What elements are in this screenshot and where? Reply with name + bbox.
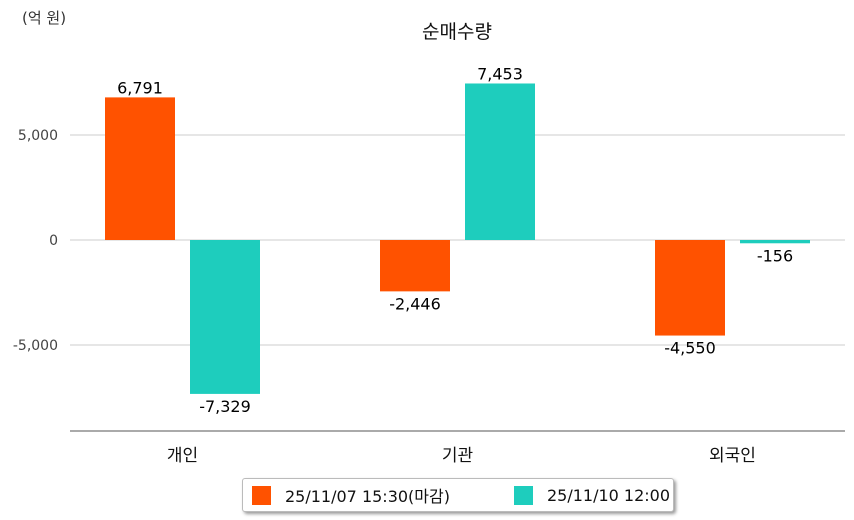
legend-item-series-1[interactable]: 25/11/07 15:30(마감) — [252, 483, 450, 507]
chart-title: 순매수량 — [422, 21, 492, 43]
y-tick-label: -5,000 — [13, 338, 58, 354]
x-tick-label: 개인 — [167, 446, 198, 466]
bar-series-2[interactable] — [190, 240, 260, 394]
data-label: -156 — [757, 246, 793, 265]
legend-swatch-teal — [513, 485, 533, 505]
bar-series-1[interactable] — [655, 240, 725, 336]
data-label: 7,453 — [477, 64, 523, 83]
legend-label: 25/11/07 15:30(마감) — [285, 487, 450, 506]
y-tick-label: 5,000 — [18, 128, 58, 144]
data-label: 6,791 — [117, 78, 163, 97]
bar-series-1[interactable] — [105, 97, 175, 240]
legend-swatch-orange — [252, 485, 271, 505]
bar-series-2[interactable] — [465, 83, 535, 240]
data-label: -4,550 — [664, 339, 716, 358]
bar-series-2[interactable] — [740, 240, 810, 244]
x-tick-label: 외국인 — [709, 446, 756, 466]
data-label: -2,446 — [389, 294, 441, 313]
data-label: -7,329 — [199, 397, 251, 416]
legend-item-series-2[interactable]: 25/11/10 12:00 — [513, 485, 671, 505]
y-tick-label: 0 — [49, 233, 58, 249]
bar-series-1[interactable] — [380, 240, 450, 292]
x-tick-label: 기관 — [442, 446, 473, 466]
legend: 25/11/07 15:30(마감) 25/11/10 12:00 — [242, 478, 674, 512]
y-axis-unit-label: (억 원) — [22, 9, 66, 27]
legend-label: 25/11/10 12:00 — [546, 485, 671, 505]
